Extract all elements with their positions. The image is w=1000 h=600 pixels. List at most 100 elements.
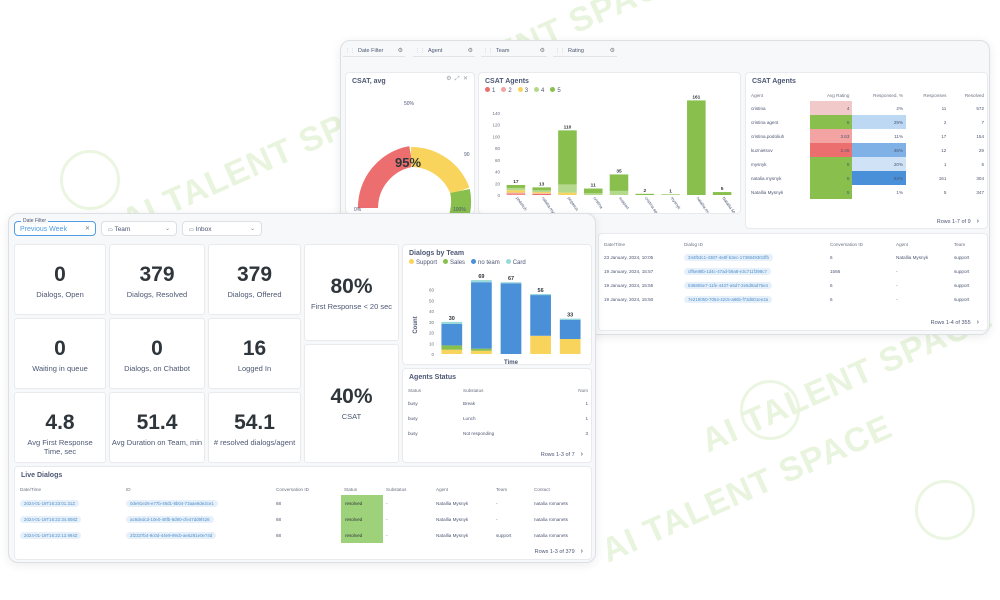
drag-handle-icon[interactable]: ⋮⋮ — [345, 47, 355, 54]
legend-item[interactable]: 2 — [501, 87, 512, 94]
next-page-icon[interactable]: › — [580, 548, 583, 555]
next-page-icon[interactable]: › — [580, 451, 583, 458]
datetime-link[interactable]: 2024-01-19T16:22:13.994Z — [20, 531, 82, 539]
table-row[interactable]: cristina agent 5 29% 2 7 — [748, 115, 987, 129]
dialogs-by-team-card: Dialogs by Team Support Sales no team Ca… — [402, 244, 592, 365]
table-row[interactable]: busy Lunch 1 — [405, 411, 591, 426]
datetime-link[interactable]: 2024-01-19T16:23:01.31Z — [20, 499, 80, 507]
y-tick-label: 140 — [492, 111, 500, 116]
table-row[interactable]: 23 January, 2024, 10:05 344f53c1-4387-4e8… — [601, 250, 987, 264]
legend-item[interactable]: Card — [505, 259, 526, 266]
table-row[interactable]: 2024-01-19T16:22:34.808Z ac8dedcd-10e0-48… — [17, 511, 591, 527]
filter-date[interactable]: ⋮⋮ Date Filter ⚙ — [343, 45, 405, 57]
team-select[interactable]: ▭ Team ⌄ — [101, 221, 177, 236]
gear-icon[interactable]: ⚙ — [539, 48, 545, 54]
table-row[interactable]: kuznietsov 2.46 45% 12 29 — [748, 143, 987, 157]
column-header[interactable]: Agent — [751, 92, 764, 98]
column-header[interactable]: Contact — [534, 486, 550, 492]
close-icon[interactable]: ✕ — [462, 76, 468, 82]
next-page-icon[interactable]: › — [976, 319, 979, 326]
inbox-select[interactable]: ▭ Inbox ⌄ — [182, 221, 262, 236]
table-row[interactable]: 2024-01-19T16:22:13.994Z 2f2337b4-9c0d-44… — [17, 527, 591, 543]
column-header[interactable]: ID — [126, 486, 131, 492]
dialog-id-link[interactable]: 536805e7-11fe-4437-a5d7-2e5d9ad75e4 — [684, 281, 772, 289]
legend-item[interactable]: 4 — [534, 87, 544, 94]
table-row[interactable]: 2024-01-19T16:23:01.31Z 0de91e26-e77b-49d… — [17, 495, 591, 511]
legend-item[interactable]: Sales — [443, 259, 465, 266]
dialog-id-link[interactable]: ac8dedcd-10e0-48fb-8d90-cfe47dd9f426 — [126, 515, 214, 523]
table-row[interactable]: 19 January, 2024, 15:55 536805e7-11fe-443… — [601, 278, 987, 292]
table-row[interactable]: 19 January, 2024, 15:50 7e219050-7054-42c… — [601, 292, 987, 306]
column-header[interactable]: Substatus — [386, 486, 407, 492]
table-cell: 4 — [810, 101, 853, 115]
table-row[interactable]: mysnyk 5 20% 1 5 — [748, 157, 987, 171]
column-header[interactable]: Date/Time — [604, 241, 626, 247]
table-row[interactable]: cristina 4 2% 11 572 — [748, 101, 987, 115]
column-header[interactable]: Team — [954, 241, 966, 247]
stat-value: 0 — [151, 337, 163, 360]
gear-icon[interactable]: ⚙ — [467, 48, 473, 54]
table-row[interactable]: 19 January, 2024, 15:57 cff6e88b-1d4c-47a… — [601, 264, 987, 278]
legend-item[interactable]: 5 — [550, 87, 561, 94]
column-header[interactable]: Num — [578, 387, 588, 393]
table-cell: 304 — [976, 175, 984, 181]
column-header[interactable]: Status — [344, 486, 358, 492]
table-cell: - — [496, 516, 498, 522]
column-header[interactable]: Avg Rating — [827, 92, 850, 98]
gear-icon[interactable]: ⚙ — [446, 76, 452, 82]
legend-item[interactable]: no team — [471, 259, 500, 266]
legend-item[interactable]: 1 — [485, 87, 495, 94]
y-tick-label: 10 — [429, 341, 435, 346]
stat-value: 40% — [330, 385, 373, 408]
drag-handle-icon[interactable]: ⋮⋮ — [555, 47, 565, 54]
close-icon[interactable]: ✕ — [84, 226, 90, 232]
y-tick-label: 0 — [431, 352, 434, 357]
column-header[interactable]: Agent — [896, 241, 909, 247]
table-row[interactable]: busy Not responding 3 — [405, 426, 591, 441]
legend-item[interactable]: 3 — [517, 87, 528, 94]
column-header[interactable]: Date/Time — [20, 486, 42, 492]
drag-handle-icon[interactable]: ⋮⋮ — [415, 47, 425, 54]
filter-team[interactable]: ⋮⋮ Team ⚙ — [481, 45, 547, 57]
dialog-id-link[interactable]: 0de91e26-e77b-49d1-8b04-73aae8de2ce1 — [126, 499, 218, 507]
table-row[interactable]: natalia.mysnyk 5 53% 161 304 — [748, 171, 987, 185]
maximize-icon[interactable]: ⤢ — [454, 76, 460, 82]
column-header[interactable]: Agent — [436, 486, 449, 492]
column-header[interactable]: Conversation ID — [276, 486, 309, 492]
gear-icon[interactable]: ⚙ — [609, 48, 615, 54]
next-page-icon[interactable]: › — [976, 218, 979, 225]
dialog-id-link[interactable]: cff6e88b-1d4c-47ad-b9a8-e3c711f398c7 — [684, 267, 771, 275]
column-header[interactable]: Status — [408, 387, 422, 393]
column-header[interactable]: Substatus — [463, 387, 484, 393]
gauge-green-segment — [449, 188, 472, 213]
table-cell: 2024-01-19T16:23:01.31Z — [17, 495, 123, 511]
drag-handle-icon[interactable]: ⋮⋮ — [483, 47, 493, 54]
table-cell: resolved — [341, 527, 383, 543]
bar-segment — [532, 193, 551, 194]
column-header[interactable]: Resolved — [964, 92, 984, 98]
legend-item[interactable]: Support — [409, 259, 437, 266]
table-row[interactable]: cristina.podoliuh 3.63 11% 17 154 — [748, 129, 987, 143]
dialog-id-link[interactable]: 7e219050-7054-42c5-a86b-f73d601ee2a — [684, 295, 773, 303]
column-header[interactable]: Responsed, % — [873, 92, 904, 98]
gear-icon[interactable]: ⚙ — [397, 48, 403, 54]
datetime-link[interactable]: 2024-01-19T16:22:34.808Z — [20, 515, 82, 523]
table-row[interactable]: Natallia Mysnyk 5 1% 5 347 — [748, 185, 987, 199]
dialog-id-link[interactable]: 2f2337b4-9c0d-44e9-99cb-ae6281e0e74d — [126, 531, 217, 539]
filter-rating[interactable]: ⋮⋮ Rating ⚙ — [553, 45, 617, 57]
table-row[interactable]: busy Break 1 — [405, 396, 591, 411]
column-header[interactable]: Responses — [923, 92, 947, 98]
column-header[interactable]: Dialog ID — [684, 241, 703, 247]
pagination: Rows 1-3 of 379 › — [535, 548, 583, 555]
table-cell: 5 — [810, 185, 853, 199]
data-label: 30 — [449, 316, 455, 322]
column-header[interactable]: Team — [496, 486, 508, 492]
table-cell: - — [386, 500, 388, 506]
filter-agent[interactable]: ⋮⋮ Agent ⚙ — [413, 45, 475, 57]
date-filter[interactable]: Date Filter Previous Week ✕ — [14, 218, 96, 236]
column-header[interactable]: Conversation ID — [830, 241, 863, 247]
y-tick-label: 30 — [429, 320, 435, 325]
dialog-id-link[interactable]: 344f53c1-4387-4e8f-b3ec-1736849301ffb — [684, 253, 773, 261]
bar-segment — [441, 324, 463, 346]
stat-value: 0 — [54, 337, 66, 360]
